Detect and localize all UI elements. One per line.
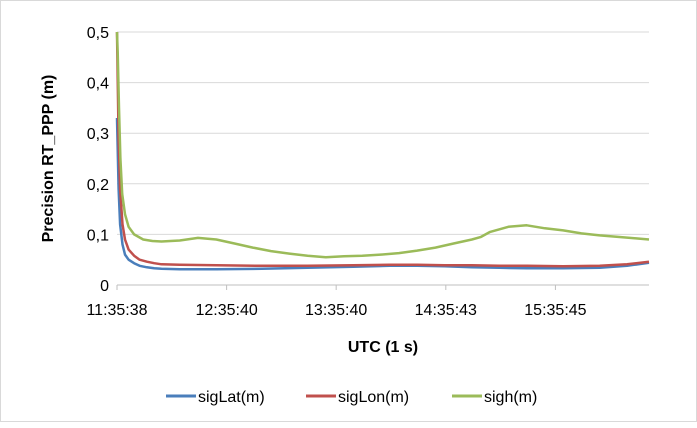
series-line-1 xyxy=(115,117,650,271)
x-tick-label: 11:35:38 xyxy=(86,302,147,319)
x-tick-label: 14:35:43 xyxy=(415,302,477,319)
gridlines xyxy=(117,31,649,235)
y-tick-label: 0,5 xyxy=(87,25,109,42)
series-line-3 xyxy=(115,31,650,259)
legend-label: sigLon(m) xyxy=(338,389,409,406)
legend-label: sigh(m) xyxy=(484,389,537,406)
y-tick-label: 0,4 xyxy=(87,76,109,93)
y-tick-label: 0,3 xyxy=(87,126,109,143)
x-tick-label: 12:35:40 xyxy=(195,302,257,319)
y-axis-title: Precision RT_PPP (m) xyxy=(40,75,57,243)
y-tick-label: 0 xyxy=(100,278,109,295)
legend-label: sigLat(m) xyxy=(198,389,265,406)
series-lines xyxy=(115,31,650,271)
x-axis-tick-labels: 11:35:38 12:35:40 13:35:40 14:35:43 15:35:45 xyxy=(86,285,587,319)
y-tick-label: 0,1 xyxy=(87,227,109,244)
x-axis-title: UTC (1 s) xyxy=(348,339,418,356)
x-tick-label: 15:35:45 xyxy=(524,302,586,319)
series-line-2 xyxy=(115,31,650,268)
x-tick-label: 13:35:40 xyxy=(305,302,367,319)
legend: sigLat(m) sigLon(m) sigh(m) xyxy=(166,389,537,406)
y-axis-tick-labels: 0 0,1 0,2 0,3 0,4 0,5 xyxy=(87,25,109,295)
y-tick-label: 0,2 xyxy=(87,177,109,194)
